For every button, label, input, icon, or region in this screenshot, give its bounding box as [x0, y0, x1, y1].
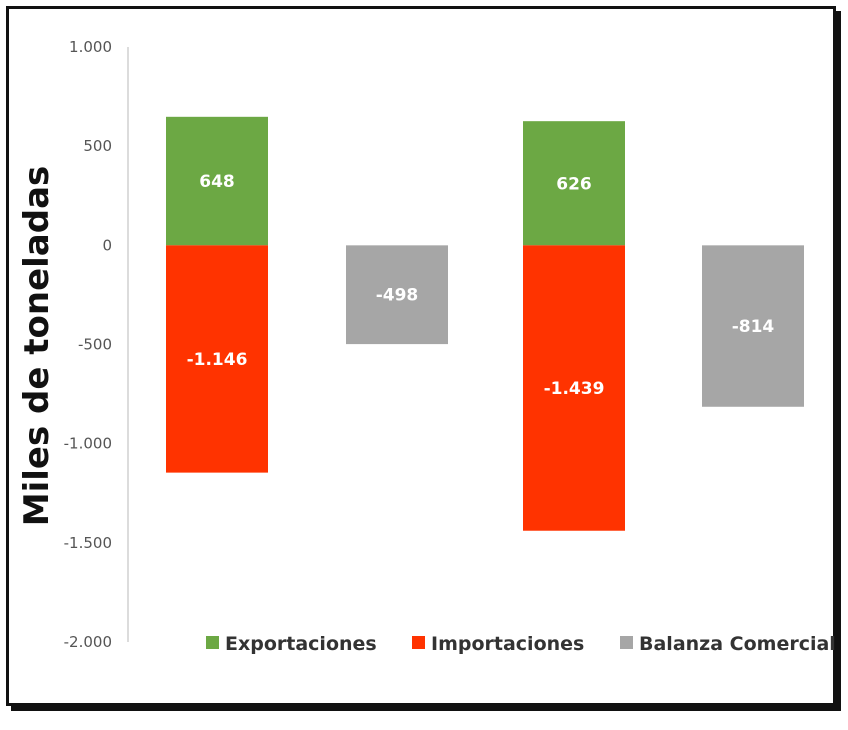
data-label-exportaciones: 648: [199, 172, 235, 192]
bar-importaciones: [166, 245, 268, 473]
y-tick-label: 1.000: [69, 38, 112, 56]
bar-exportaciones: [523, 121, 625, 246]
legend: Exportaciones Importaciones Balanza Comerc…: [206, 633, 836, 655]
y-tick-label: -2.000: [64, 633, 112, 651]
bar-importaciones: [523, 245, 625, 531]
y-tick-label: 500: [83, 137, 112, 155]
legend-label-importaciones: Importaciones: [431, 633, 584, 655]
legend-label-balanza-comercial: Balanza Comercial: [639, 633, 836, 655]
bar-exportaciones: [166, 116, 268, 246]
chart-frame: [6, 6, 836, 706]
data-label-balanza-comercial: -498: [376, 286, 419, 306]
data-label-importaciones: -1.146: [187, 350, 248, 370]
y-tick-label: -1.500: [64, 534, 112, 552]
legend-swatch-balanza-comercial: [620, 636, 633, 649]
y-tick-label: -500: [78, 336, 112, 354]
y-tick-label: -1.000: [64, 435, 112, 453]
y-axis-ticks: 1.000 500 0 -500 -1.000 -1.500 -2.000: [64, 38, 112, 651]
bar-balanza-comercial: [346, 245, 448, 345]
y-tick-label: 0: [102, 236, 112, 254]
bars-layer: 648 -1.146 -498 626 -1.439 -814: [166, 116, 804, 531]
bar-balanza-comercial: [702, 245, 804, 407]
legend-label-exportaciones: Exportaciones: [225, 633, 377, 655]
data-label-importaciones: -1.439: [544, 379, 605, 399]
data-label-balanza-comercial: -814: [732, 317, 775, 337]
legend-swatch-exportaciones: [206, 636, 219, 649]
legend-swatch-importaciones: [412, 636, 425, 649]
data-label-exportaciones: 626: [556, 174, 592, 194]
y-axis-label: Miles de toneladas: [17, 166, 57, 527]
